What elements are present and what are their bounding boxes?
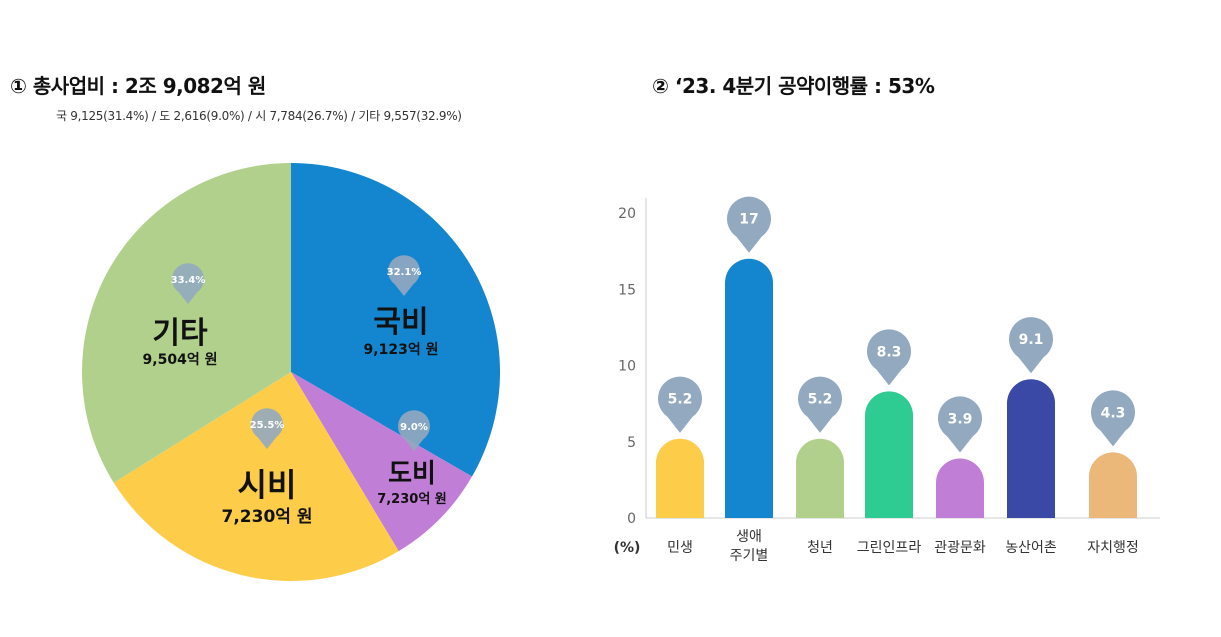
bar-pin-marker [866, 329, 911, 386]
pie-slice-other [81, 163, 291, 483]
y-unit-label: (%) [614, 540, 641, 556]
pie-pin-marker [388, 255, 420, 296]
bar-value-label: 17 [739, 212, 758, 228]
bar [865, 391, 913, 518]
bar [656, 438, 704, 518]
pie-slice-province [291, 372, 472, 552]
pie-slice-value: 9,504억 원 [143, 352, 218, 368]
pie-percent-label: 9.0% [400, 422, 428, 433]
pie-chart-title: ① 총사업비 : 2조 9,082억 원 [10, 74, 266, 98]
x-category-label: 민생 [667, 540, 693, 556]
x-category-label: 농산어촌 [1005, 540, 1057, 556]
x-category-label: 자치행정 [1087, 540, 1139, 556]
y-tick-label: 5 [627, 435, 636, 451]
y-tick-label: 20 [618, 206, 636, 222]
bar [1089, 452, 1137, 518]
pie-slice-name: 시비 [238, 466, 297, 504]
bar-pin-marker [658, 376, 703, 433]
pie-slice-name: 기타 [152, 316, 208, 351]
y-tick-label: 0 [627, 511, 636, 527]
pie-slice-value: 7,230억 원 [222, 507, 313, 527]
bar-value-label: 5.2 [668, 392, 693, 408]
pie-percent-label: 32.1% [387, 267, 422, 278]
pie-slice-value: 7,230억 원 [377, 492, 447, 507]
pie-percent-label: 33.4% [171, 275, 206, 286]
bar-value-label: 5.2 [808, 392, 833, 408]
bar [1007, 379, 1055, 518]
x-category-label: 그린인프라 [857, 540, 922, 556]
bar-value-label: 4.3 [1101, 405, 1126, 421]
pie-pin-marker [172, 263, 204, 304]
bar [725, 258, 774, 518]
bar [796, 438, 844, 518]
pie-percent-label: 25.5% [250, 420, 285, 431]
bar-pin-marker [938, 396, 983, 453]
pie-slice-city [113, 372, 399, 581]
bar-pin-marker [1091, 390, 1135, 447]
bar-value-label: 9.1 [1019, 332, 1044, 348]
pie-slice-value: 9,123억 원 [364, 342, 439, 358]
bar-pin-marker [1009, 317, 1054, 374]
bar-value-label: 3.9 [948, 411, 973, 427]
y-tick-label: 10 [618, 359, 636, 375]
pie-pin-marker [251, 408, 283, 449]
pie-chart-subtitle: 국 9,125(31.4%) / 도 2,616(9.0%) / 시 7,784… [56, 109, 462, 123]
bar-chart-title: ② ‘23. 4분기 공약이행률 : 53% [652, 74, 935, 98]
bar-pin-marker [798, 376, 843, 433]
x-category-label: 생애 주기별 [730, 529, 769, 564]
bar-pin-marker [727, 196, 771, 253]
x-category-label: 청년 [807, 540, 833, 556]
pie-slice-national [291, 163, 500, 477]
pie-pin-marker [398, 410, 431, 451]
bar-value-label: 8.3 [877, 344, 902, 360]
pie-slice-name: 국비 [373, 305, 428, 340]
y-tick-label: 15 [618, 282, 636, 298]
bar [936, 458, 984, 518]
x-category-label: 관광문화 [934, 540, 986, 556]
pie-slice-name: 도비 [388, 459, 436, 489]
